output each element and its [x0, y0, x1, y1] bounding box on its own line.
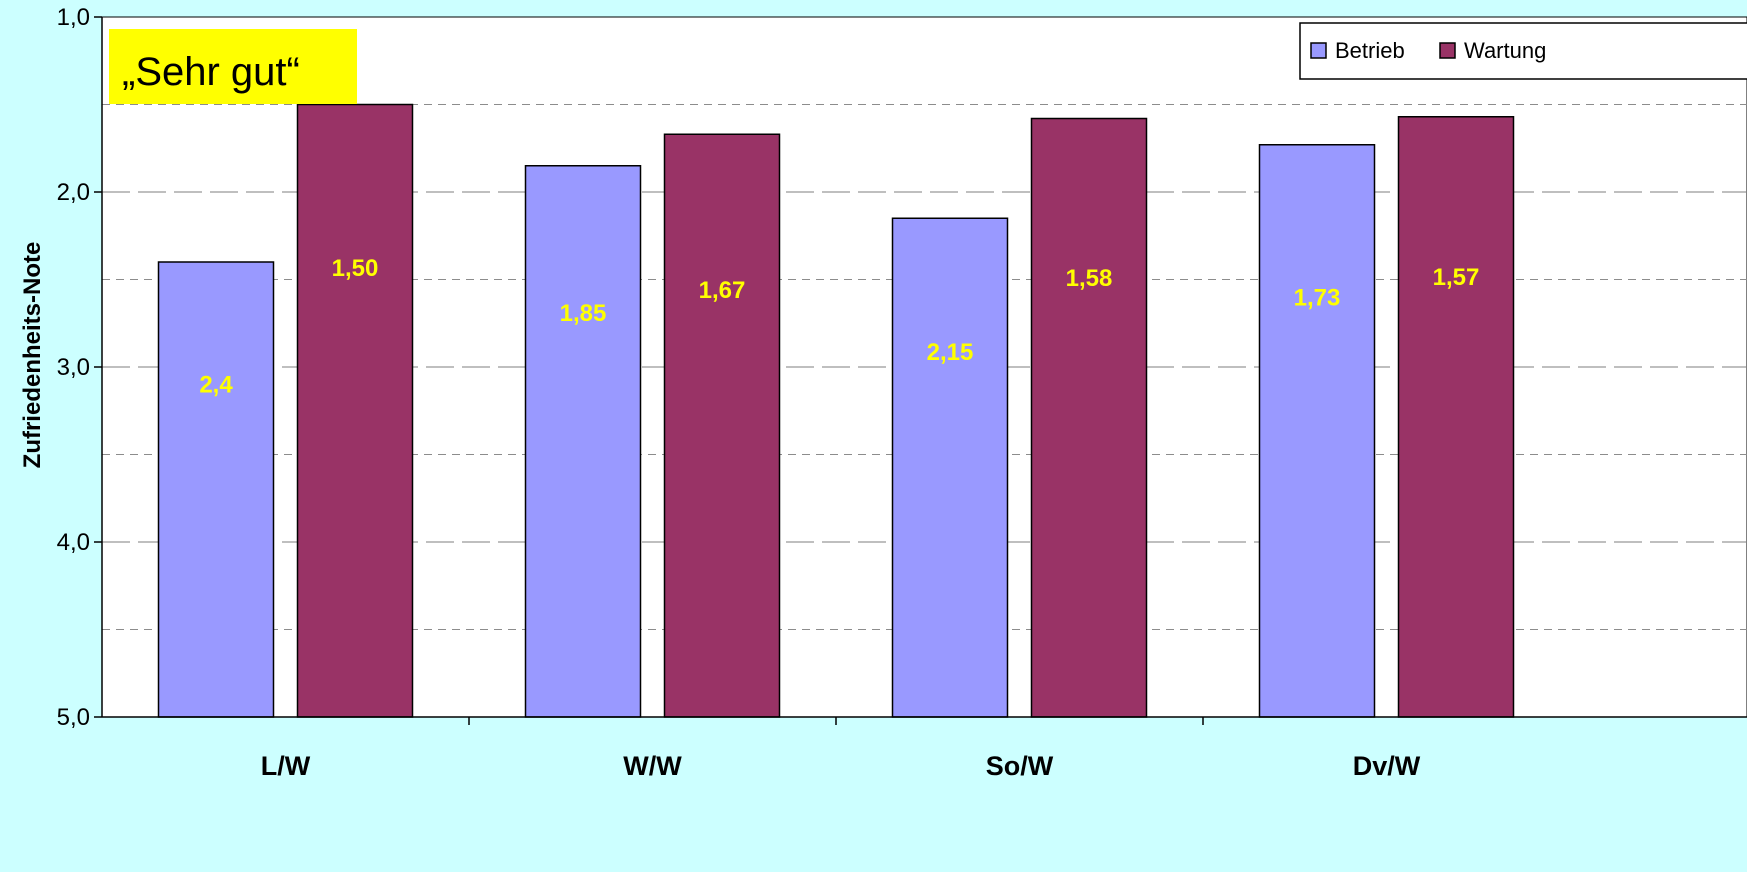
legend-swatch-betrieb	[1310, 42, 1327, 59]
bars	[157, 103, 1515, 718]
data-label-wartung: 1,58	[1066, 265, 1113, 292]
x-tick-label: L/W	[261, 751, 311, 781]
data-labels: 2,4 1,50 1,85 1,67 2,15 1,58 1,73 1,57	[199, 255, 1479, 399]
legend-label-betrieb: Betrieb	[1335, 38, 1405, 63]
bar-betrieb	[524, 165, 642, 718]
y-axis-label: Zufriedenheits-Note	[19, 242, 46, 469]
legend-label-wartung: Wartung	[1464, 38, 1546, 63]
data-label-wartung: 1,57	[1433, 264, 1480, 291]
data-label-betrieb: 2,15	[927, 339, 974, 366]
data-label-wartung: 1,67	[699, 277, 746, 304]
y-tick-label: 5,0	[57, 704, 90, 731]
bar-betrieb	[1258, 144, 1376, 718]
bar-betrieb	[891, 217, 1009, 718]
data-label-betrieb: 1,73	[1294, 285, 1341, 312]
y-tick-label: 1,0	[57, 4, 90, 31]
callout-note: „Sehr gut“	[109, 29, 357, 104]
y-tick-label: 4,0	[57, 529, 90, 556]
callout-text: „Sehr gut“	[122, 50, 300, 94]
legend-swatch-wartung	[1439, 42, 1456, 59]
axes: 1,0 2,0 3,0 4,0 5,0 L/W W/W So/W Dv/W	[57, 4, 1747, 781]
x-tick-label: Dv/W	[1353, 751, 1421, 781]
bar-wartung	[1397, 116, 1515, 718]
bar-wartung	[296, 103, 414, 718]
data-label-wartung: 1,50	[332, 255, 379, 282]
bar-wartung	[663, 133, 781, 718]
y-tick-label: 3,0	[57, 354, 90, 381]
x-tick-label: W/W	[623, 751, 682, 781]
bar-wartung	[1030, 117, 1148, 718]
data-label-betrieb: 1,85	[560, 300, 607, 327]
data-label-betrieb: 2,4	[199, 371, 233, 398]
callout-background	[109, 29, 357, 104]
bar-betrieb	[157, 261, 275, 718]
y-tick-label: 2,0	[57, 179, 90, 206]
legend: Betrieb Wartung	[1299, 22, 1747, 80]
x-tick-label: So/W	[986, 751, 1054, 781]
legend-box	[1299, 22, 1747, 80]
